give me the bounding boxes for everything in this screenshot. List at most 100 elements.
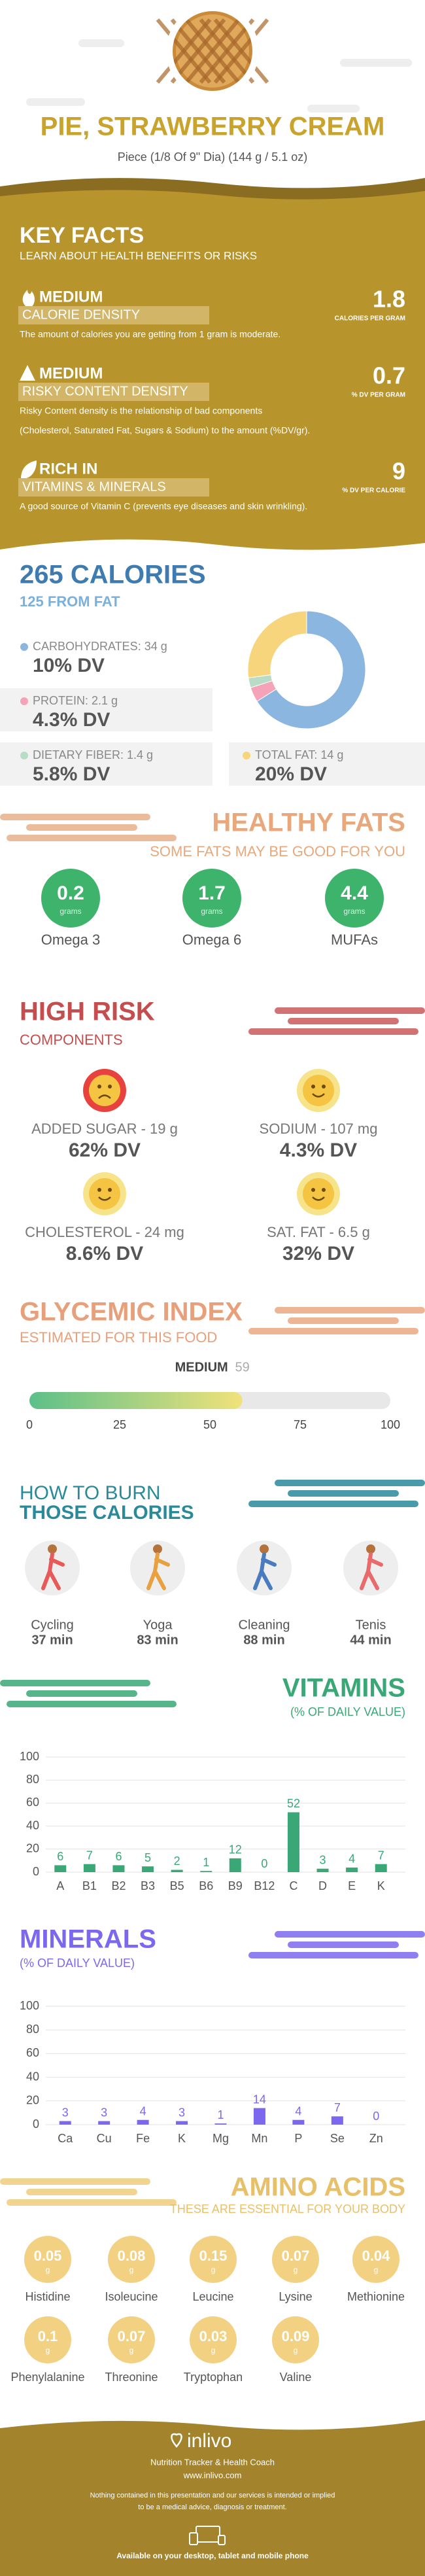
value-label: 3 xyxy=(178,2106,185,2119)
fact-level: RICH IN xyxy=(39,460,97,478)
value-label: 52 xyxy=(287,1797,300,1810)
stripe xyxy=(275,1007,425,1014)
activity-time: 88 min xyxy=(243,1633,284,1647)
nutrient-bg xyxy=(229,742,425,786)
amino-circle xyxy=(352,2236,400,2283)
fact-level: MEDIUM xyxy=(39,364,103,382)
stripe xyxy=(248,1328,418,1334)
x-tick-label: K xyxy=(377,1879,385,1892)
bar xyxy=(112,1865,125,1872)
amino-name: Methionine xyxy=(347,2290,405,2303)
amino-value: 0.05 xyxy=(34,2248,62,2264)
amino-name: Threonine xyxy=(105,2371,158,2384)
activity-time: 83 min xyxy=(137,1633,178,1647)
stripe xyxy=(0,814,150,820)
chart-title: VITAMINS xyxy=(282,1674,405,1703)
risk-label: CHOLESTEROL - 24 mg xyxy=(25,1224,184,1240)
disclaimer: to be a medical advice, diagnosis or tre… xyxy=(138,2503,286,2511)
bar xyxy=(59,2121,71,2125)
amino-value: 0.07 xyxy=(118,2328,146,2344)
fact-icon xyxy=(20,365,35,381)
amino-name: Isoleucine xyxy=(105,2290,158,2303)
risk-dv: 8.6% DV xyxy=(66,1243,143,1264)
fat-name: Omega 6 xyxy=(182,931,242,948)
footer-bg xyxy=(0,2420,425,2576)
fact-unit: CALORIES PER GRAM xyxy=(335,315,405,322)
value-label: 12 xyxy=(229,1843,242,1856)
fat-unit: grams xyxy=(343,907,365,916)
nutrient-bg xyxy=(0,688,212,731)
section-title: HOW TO BURN xyxy=(20,1482,161,1504)
stripe xyxy=(275,1480,425,1486)
face-mouth xyxy=(312,1196,325,1201)
x-tick-label: B5 xyxy=(170,1879,184,1892)
cloud xyxy=(26,98,85,106)
pie-lattice xyxy=(199,18,255,84)
stripe xyxy=(26,1690,137,1697)
bar xyxy=(214,2123,227,2125)
fat-circle xyxy=(41,869,100,928)
value-label: 0 xyxy=(373,2110,379,2123)
gi-tick-label: 100 xyxy=(381,1418,400,1431)
gi-tick-label: 25 xyxy=(113,1418,126,1431)
activity-body xyxy=(253,1552,277,1590)
amino-unit: g xyxy=(294,2265,298,2274)
brand: inlivo xyxy=(187,2430,231,2452)
value-label: 7 xyxy=(86,1849,93,1862)
y-tick-label: 100 xyxy=(20,1750,39,1763)
value-label: 3 xyxy=(62,2106,69,2119)
fact-unit: % DV PER GRAM xyxy=(352,392,405,399)
gi-tick-label: 0 xyxy=(26,1418,33,1431)
y-tick-label: 80 xyxy=(26,2023,39,2036)
amino-circle xyxy=(272,2236,319,2283)
x-tick-label: K xyxy=(178,2132,186,2145)
bar xyxy=(54,1865,67,1872)
nutrient-dv: 10% DV xyxy=(33,655,105,676)
x-tick-label: B12 xyxy=(254,1879,275,1892)
fat-circle xyxy=(182,869,241,928)
value-label: 4 xyxy=(295,2105,301,2118)
fat-value: 4.4 xyxy=(341,882,368,904)
face xyxy=(89,1178,120,1210)
x-tick-label: B2 xyxy=(111,1879,126,1892)
amino-circle xyxy=(190,2236,237,2283)
value-label: 14 xyxy=(253,2093,266,2106)
device-icon xyxy=(189,2532,198,2545)
face-eye xyxy=(322,1085,326,1088)
fat-value: 1.7 xyxy=(198,882,226,904)
activity-body xyxy=(146,1552,170,1590)
activity-name: Cleaning xyxy=(239,1618,290,1632)
stripe xyxy=(0,2178,150,2185)
amino-value: 0.04 xyxy=(362,2248,391,2264)
y-tick-label: 40 xyxy=(26,2070,39,2083)
amino-value: 0.07 xyxy=(282,2248,310,2264)
chart-subtitle: (% OF DAILY VALUE) xyxy=(20,1957,135,1970)
amino-circle xyxy=(108,2316,155,2363)
y-tick-label: 60 xyxy=(26,1796,39,1809)
amino-value: 0.03 xyxy=(199,2328,228,2344)
url: www.inlivo.com xyxy=(183,2470,242,2480)
amino-unit: g xyxy=(46,2346,50,2355)
section-title: HEALTHY FATS xyxy=(212,809,405,837)
activity-time: 44 min xyxy=(350,1633,391,1647)
risk-label: SODIUM - 107 mg xyxy=(260,1121,378,1137)
stripe xyxy=(7,835,177,841)
bar xyxy=(83,1864,95,1872)
pie-lattice xyxy=(184,18,241,84)
section-subtitle: ESTIMATED FOR THIS FOOD xyxy=(20,1329,217,1346)
nutrient-name: PROTEIN: 2.1 g xyxy=(33,694,118,707)
x-tick-label: Ca xyxy=(58,2132,73,2145)
amino-name: Tryptophan xyxy=(184,2371,243,2384)
risk-label: SAT. FAT - 6.5 g xyxy=(267,1224,370,1240)
nutrient-dv: 5.8% DV xyxy=(33,763,110,785)
activity-name: Tenis xyxy=(356,1618,386,1632)
value-label: 3 xyxy=(101,2106,107,2119)
activity-body xyxy=(41,1552,65,1590)
gi-level: MEDIUM xyxy=(175,1360,228,1374)
section-title: KEY FACTS xyxy=(20,223,144,248)
amino-circle xyxy=(108,2236,155,2283)
pie-lattice xyxy=(213,18,269,84)
value-label: 0 xyxy=(261,1857,267,1870)
x-tick-label: Fe xyxy=(136,2132,150,2145)
